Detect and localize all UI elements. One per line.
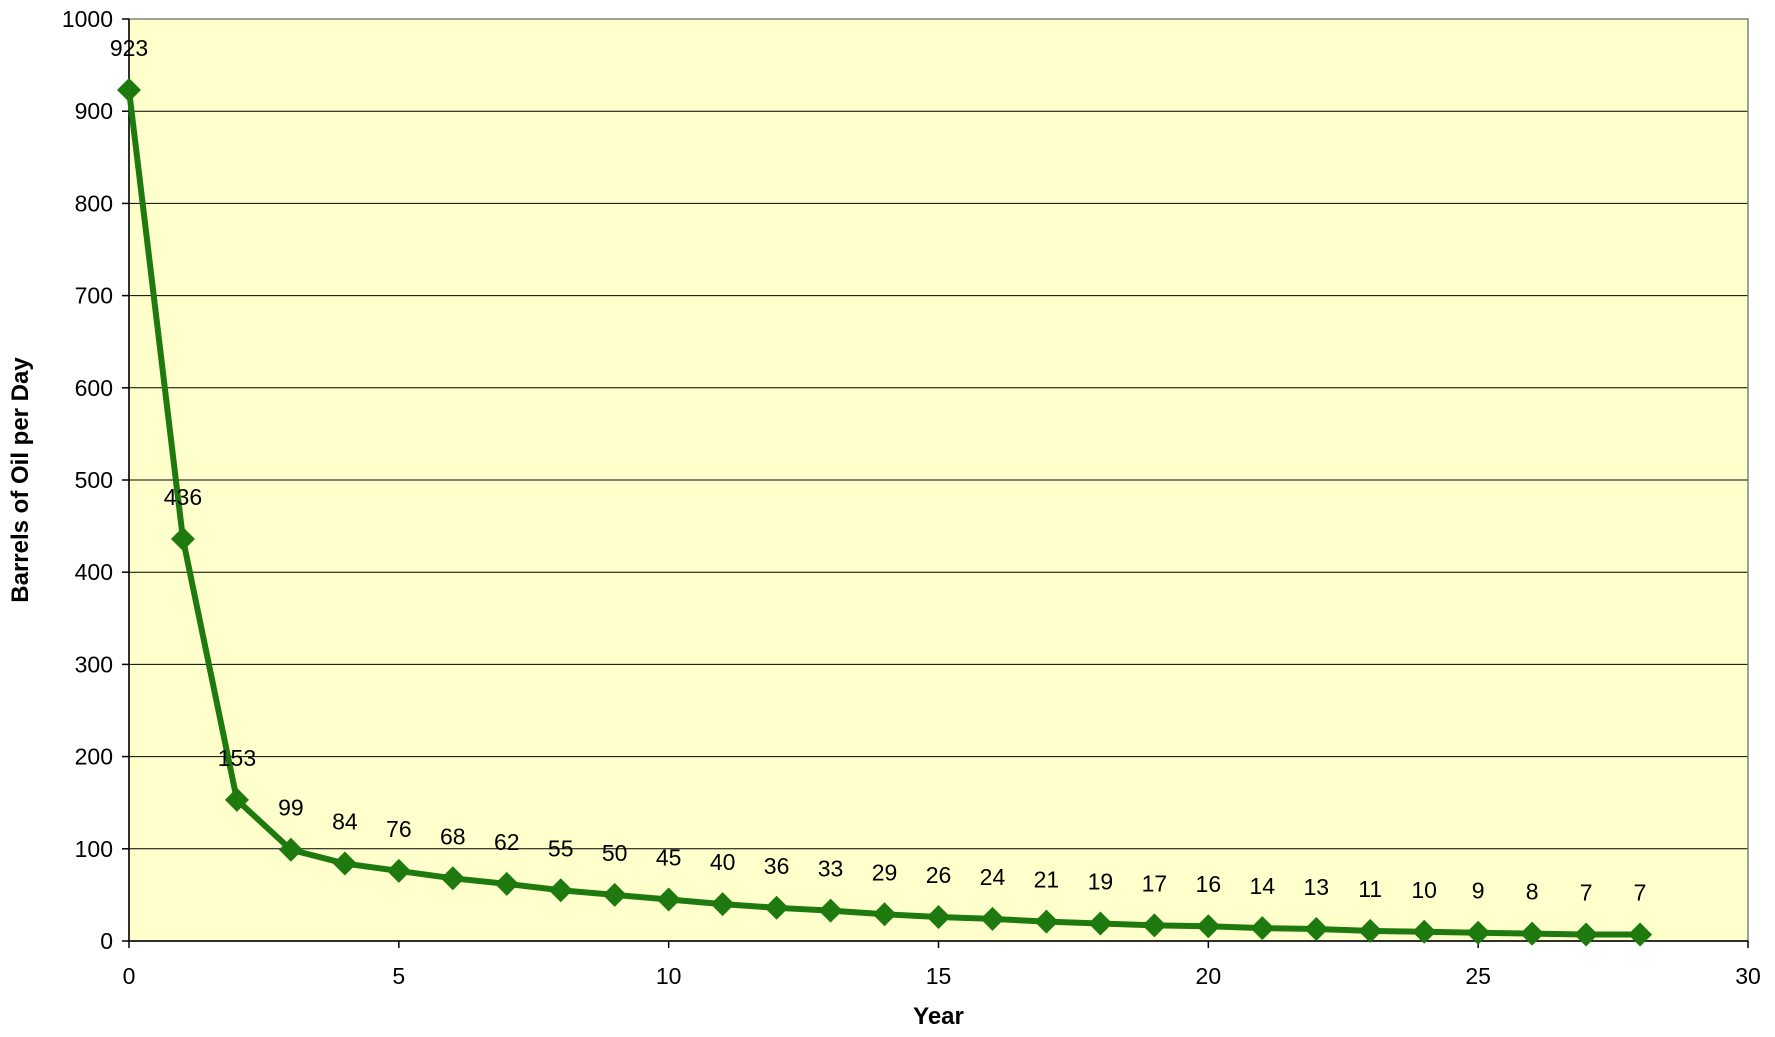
data-point <box>548 878 573 903</box>
data-point <box>1628 922 1653 947</box>
data-label: 923 <box>110 35 148 61</box>
data-point <box>980 906 1005 931</box>
data-label: 24 <box>980 864 1006 890</box>
data-point <box>1196 914 1221 939</box>
data-point <box>656 887 681 912</box>
x-tick-label: 20 <box>1196 963 1222 989</box>
data-label: 68 <box>440 823 466 849</box>
data-label: 84 <box>332 809 358 835</box>
data-label: 13 <box>1303 874 1329 900</box>
data-point <box>494 871 519 896</box>
data-point <box>117 77 141 102</box>
data-point <box>1304 917 1329 942</box>
data-label: 7 <box>1634 880 1647 906</box>
data-label: 55 <box>548 835 574 861</box>
x-tick-label: 25 <box>1465 963 1491 989</box>
data-label: 76 <box>386 816 412 842</box>
x-tick-label: 10 <box>656 963 682 989</box>
y-tick-label: 200 <box>75 744 113 770</box>
data-point <box>1034 909 1059 934</box>
data-label: 16 <box>1196 871 1222 897</box>
data-label: 33 <box>818 856 844 882</box>
data-labels: 923 436 153 99 84 76 68 62 55 50 45 40 36 33 29 26 24 21 1… <box>110 35 1647 906</box>
data-point <box>602 882 627 907</box>
x-axis-title: Year <box>913 1003 964 1030</box>
data-point <box>926 905 951 930</box>
x-tick-label: 30 <box>1735 963 1761 989</box>
data-point <box>386 858 411 883</box>
y-tick-label: 800 <box>75 190 113 216</box>
data-point <box>224 787 249 812</box>
data-label: 50 <box>602 840 628 866</box>
data-label: 11 <box>1358 876 1382 902</box>
data-point <box>872 902 897 927</box>
x-tick-label: 15 <box>926 963 952 989</box>
axes: 0 100 200 300 400 500 600 700 800 900 1000 0 5 10 15 20… <box>62 6 1761 989</box>
y-tick-label: 600 <box>75 375 113 401</box>
data-point <box>1574 922 1599 947</box>
data-point <box>1142 913 1167 938</box>
y-tick-label: 0 <box>100 928 113 954</box>
y-tick-label: 300 <box>75 651 113 677</box>
data-label: 8 <box>1526 879 1539 905</box>
data-label: 9 <box>1472 878 1485 904</box>
data-point <box>764 895 789 920</box>
y-axis-title: Barrels of Oil per Day <box>7 357 34 603</box>
data-point <box>1412 919 1437 944</box>
data-point <box>278 837 303 862</box>
data-point <box>1520 921 1545 946</box>
data-point <box>170 527 195 552</box>
y-tick-label: 900 <box>75 98 113 124</box>
y-tick-label: 500 <box>75 467 113 493</box>
data-point <box>332 851 357 876</box>
data-label: 7 <box>1580 880 1593 906</box>
data-label: 29 <box>872 859 898 885</box>
data-label: 14 <box>1250 873 1276 899</box>
series <box>117 77 1653 947</box>
data-label: 19 <box>1088 868 1114 894</box>
x-tick-label: 5 <box>392 963 405 989</box>
data-point <box>1088 911 1113 936</box>
data-label: 45 <box>656 845 682 871</box>
data-label: 21 <box>1034 867 1060 893</box>
data-label: 40 <box>710 849 736 875</box>
data-label: 36 <box>764 853 790 879</box>
data-point <box>440 866 465 891</box>
data-label: 17 <box>1142 870 1168 896</box>
data-label: 99 <box>278 795 304 821</box>
data-point <box>710 892 735 917</box>
data-point <box>1466 920 1491 945</box>
y-tick-label: 400 <box>75 559 113 585</box>
data-label: 10 <box>1411 877 1437 903</box>
data-point <box>1358 918 1383 943</box>
y-tick-label: 700 <box>75 283 113 309</box>
y-tick-label: 100 <box>75 836 113 862</box>
data-label: 153 <box>218 745 256 771</box>
x-tick-label: 0 <box>123 963 136 989</box>
y-tick-label: 1000 <box>62 6 113 32</box>
data-label: 436 <box>164 484 202 510</box>
data-point <box>818 898 843 923</box>
data-point <box>1250 916 1275 941</box>
data-label: 62 <box>494 829 520 855</box>
data-label: 26 <box>926 862 952 888</box>
